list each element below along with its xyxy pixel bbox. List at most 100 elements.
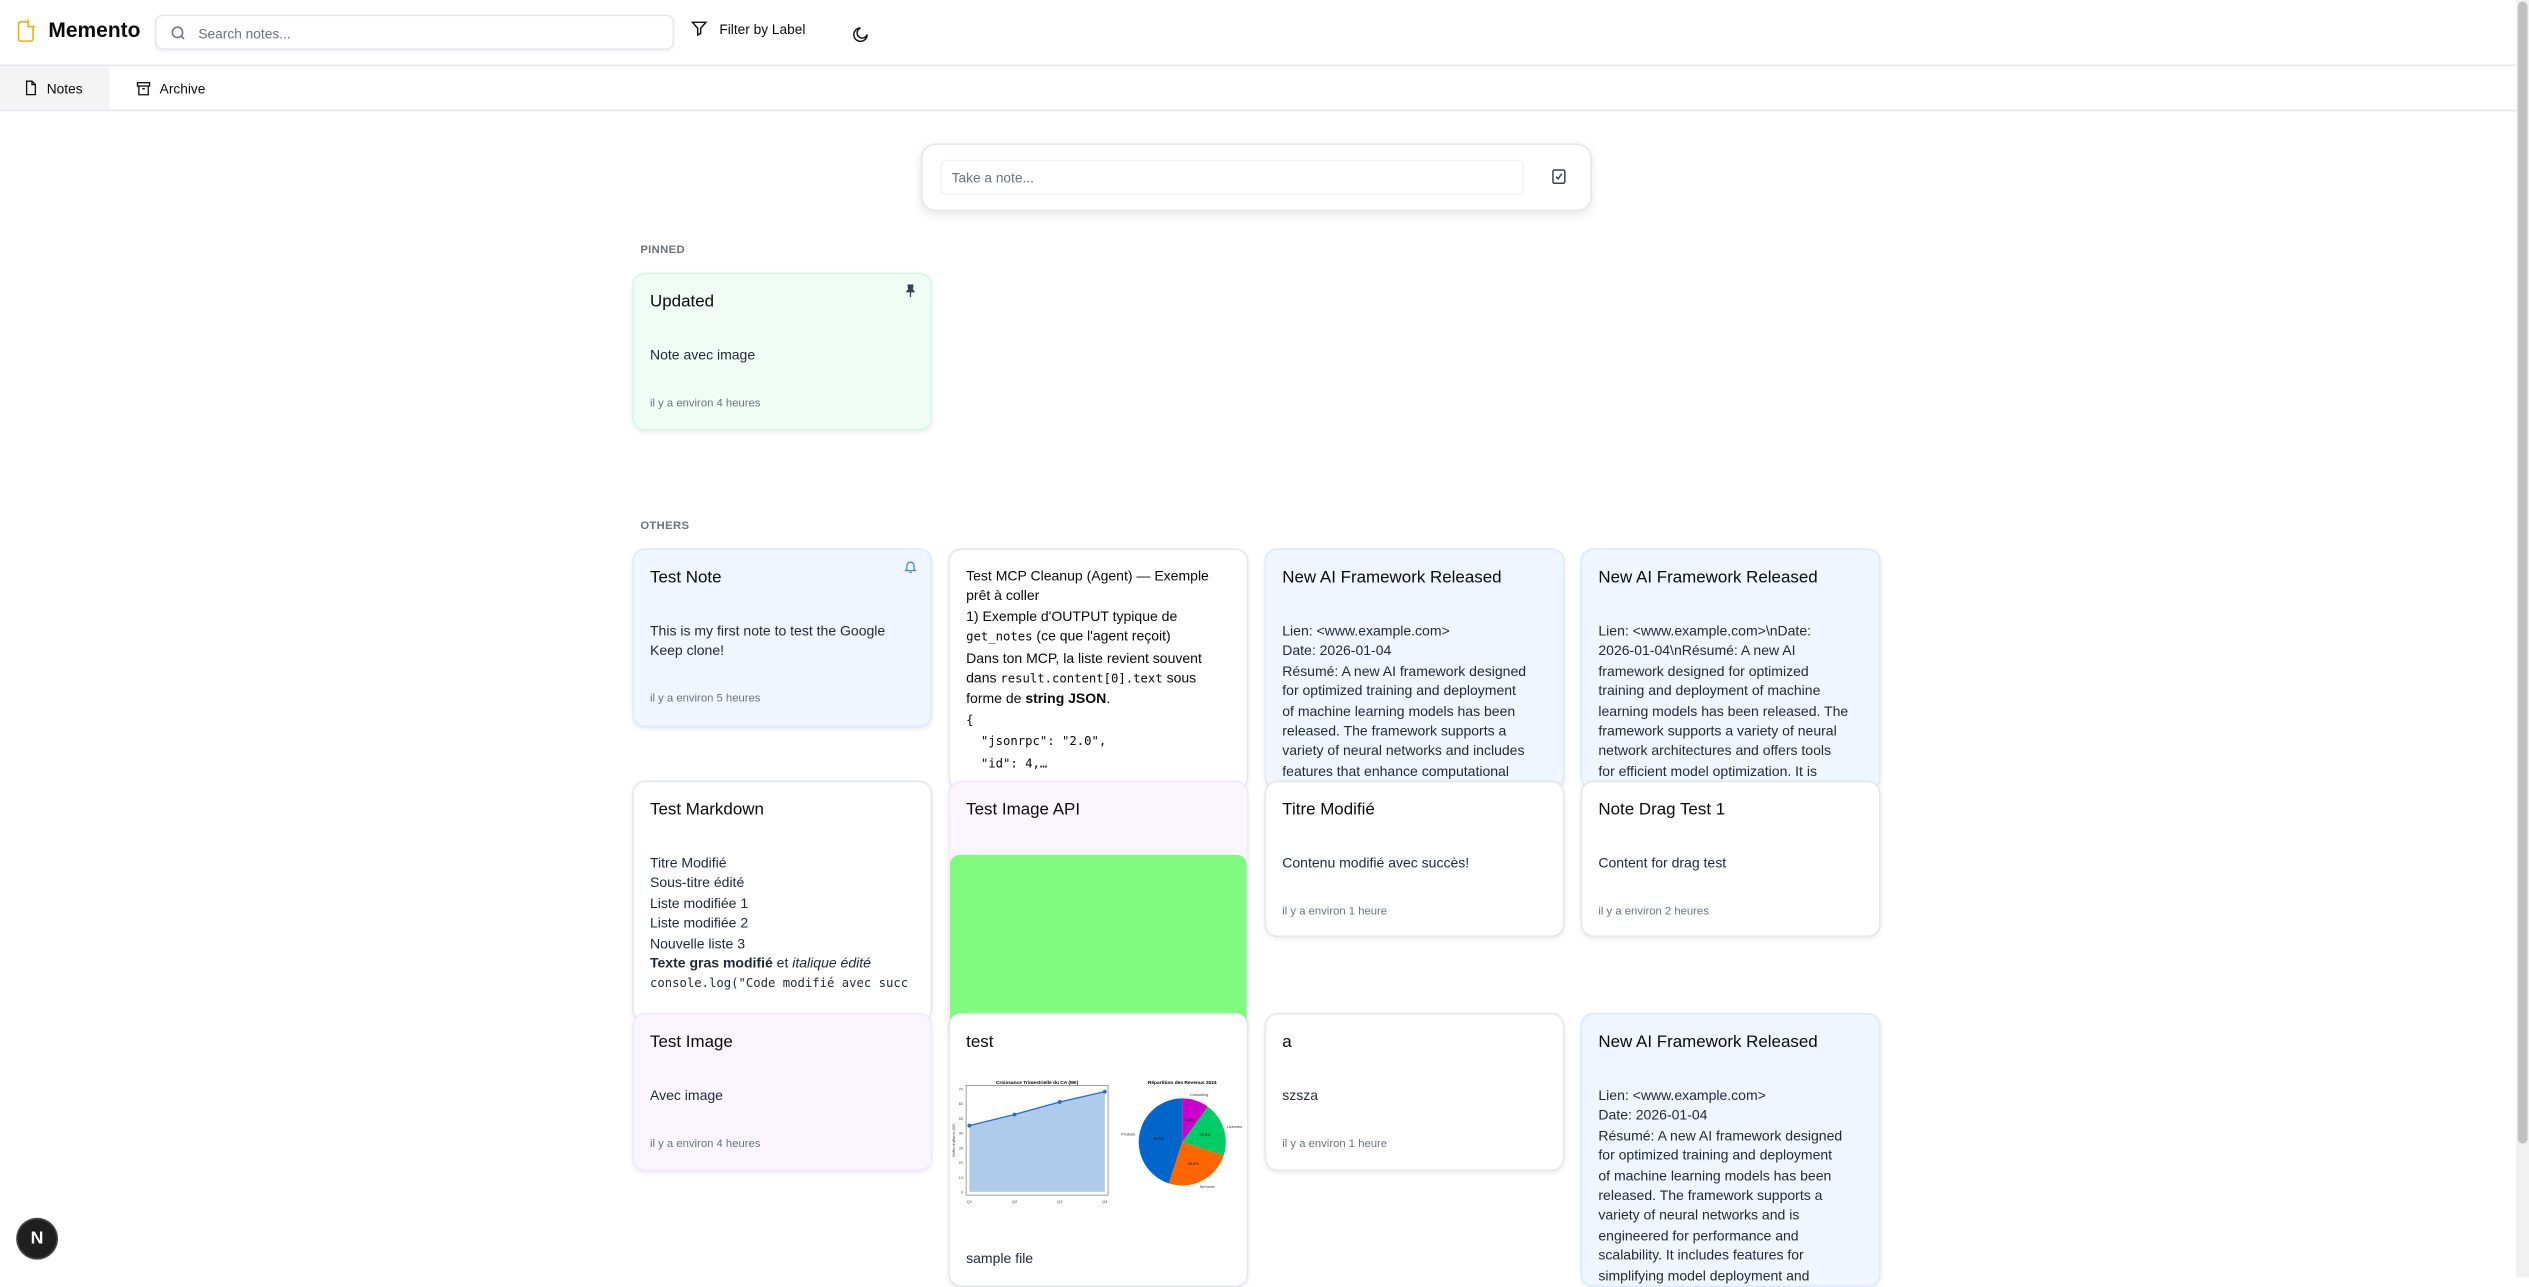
note-title: Updated — [649, 291, 715, 312]
content-text: Lien: <www.example.com> — [1282, 622, 1450, 639]
content-text: of machine learning models has been — [1282, 702, 1516, 719]
line-chart-title: Croissance Trimestrielle du CA (M€) — [996, 1080, 1079, 1086]
content-text: of machine learning models has been — [1598, 1167, 1832, 1184]
content-line: This is my first note to test the Google… — [650, 621, 918, 661]
tab-label: Notes — [46, 79, 83, 96]
content-line: Note avec image — [650, 345, 918, 365]
file-icon — [25, 80, 37, 96]
note-card[interactable]: Test Markdown Titre Modifié Sous-titre édi… — [632, 780, 933, 1023]
content-text: for efficient model optimization. It is — [1598, 762, 1817, 779]
content-line: 2026-01-04\nRésumé: A new AI — [1598, 641, 1866, 661]
content-text: Dans ton MCP, la liste revient souvent — [966, 649, 1202, 666]
content-line: console.log("Code modifié avec succ — [650, 973, 918, 995]
note-card[interactable]: Note Drag Test 1 Content for drag test il … — [1580, 780, 1881, 938]
content-text: Liste modifiée 1 — [649, 894, 749, 911]
search-input[interactable] — [195, 19, 662, 49]
note-content: Content for drag test — [1598, 853, 1866, 873]
content-text: for optimized training and deployment — [1598, 1147, 1833, 1164]
note-title: Test Image API — [966, 799, 1081, 820]
note-timestamp: il y a environ 1 heure — [1282, 1138, 1388, 1150]
take-note-input[interactable] — [940, 159, 1525, 196]
note-card[interactable]: Test Image Avec image il y a environ 4 heu… — [632, 1012, 933, 1171]
content-line: Avec image — [650, 1085, 918, 1105]
theme-toggle-button[interactable] — [852, 23, 870, 52]
note-card[interactable]: test Q1 Q2 Q3 Q4 0 10 20 30 40 50 60 70 Croissance Tr… — [948, 1012, 1249, 1287]
content-line: Test MCP Cleanup (Agent) — Exemple — [966, 566, 1234, 586]
content-line: 1) Exemple d'OUTPUT typique de — [966, 606, 1234, 626]
content-text: released. The framework supports a — [1282, 722, 1507, 739]
data-point — [1057, 1100, 1062, 1104]
pie-chart-title: Répartition des Revenus 2024 — [1148, 1080, 1217, 1086]
pie-slice — [1182, 1106, 1226, 1156]
content-text: 1) Exemple d'OUTPUT typique de — [966, 607, 1178, 624]
note-title: Titre Modifié — [1282, 799, 1375, 820]
content-text: . — [1106, 691, 1111, 708]
content-text: framework designed for optimized — [1598, 662, 1809, 679]
content-text: Contenu modifié avec succès! — [1282, 854, 1470, 871]
content-line: Date: 2026-01-04 — [1598, 1105, 1866, 1125]
note-title: New AI Framework Released — [1598, 567, 1818, 588]
content-text: Lien: <www.example.com>\nDate: — [1598, 622, 1812, 639]
note-image: Q1 Q2 Q3 Q4 0 10 20 30 40 50 60 70 Croissance Trimes… — [950, 1076, 1247, 1211]
note-content: szsza — [1282, 1085, 1550, 1105]
content-text: Liste modifiée 2 — [649, 914, 749, 931]
content-text: sample file — [966, 1249, 1034, 1267]
x-tick-label: Q3 — [1057, 1199, 1063, 1204]
note-timestamp: il y a environ 5 heures — [649, 693, 761, 705]
content-text: framework supports a variety of neural — [1598, 722, 1837, 739]
content-line: sample file — [966, 1248, 1234, 1268]
moon-icon — [853, 27, 868, 43]
content-text: Nouvelle liste 3 — [649, 934, 746, 952]
content-text: Date: 2026-01-04 — [1598, 1107, 1708, 1124]
tab-archive[interactable]: Archive — [113, 66, 228, 110]
note-title: a — [1282, 1032, 1292, 1052]
note-card[interactable]: Updated Note avec image il y a environ 4 h… — [632, 272, 933, 431]
content-line: dans result.content[0].text sous — [966, 668, 1234, 690]
note-card[interactable]: Test MCP Cleanup (Agent) — Exemple prêt à… — [948, 548, 1249, 791]
note-content: Contenu modifié avec succès! — [1282, 853, 1550, 873]
scrollbar-thumb[interactable] — [2517, 1, 2528, 1144]
area-fill — [969, 1091, 1105, 1192]
content-text: et — [772, 954, 793, 972]
content-text: Date: 2026-01-04 — [1282, 642, 1392, 659]
content-text: This is my first note to test the Google… — [649, 622, 886, 659]
content-text: Résumé: A new AI framework designed — [1598, 1127, 1843, 1144]
note-card[interactable]: Titre Modifié Contenu modifié avec succès… — [1264, 780, 1565, 938]
app-title[interactable]: Memento — [48, 17, 141, 42]
content-text: italique édité — [792, 954, 871, 972]
content-text: { — [966, 712, 974, 728]
y-tick-label: 20 — [959, 1161, 963, 1165]
tab-notes[interactable]: Notes — [0, 66, 110, 110]
note-card[interactable]: New AI Framework Released Lien: <www.exam… — [1580, 548, 1881, 791]
content-text: Résumé: A new AI framework designed — [1282, 662, 1527, 679]
content-text: for optimized training and deployment — [1282, 682, 1516, 699]
pin-icon[interactable] — [903, 284, 918, 299]
bell-icon[interactable] — [903, 560, 918, 575]
note-card[interactable]: New AI Framework Released Lien: <www.exam… — [1580, 1012, 1881, 1287]
pie-pct-label: 10.0% — [1184, 1117, 1196, 1122]
checkbox-icon[interactable] — [1550, 168, 1568, 186]
content-text: szsza — [1282, 1087, 1319, 1104]
archive-icon — [136, 81, 151, 95]
dev-tools-badge[interactable]: N — [17, 1219, 57, 1259]
note-content: sample file — [966, 1248, 1234, 1268]
filter-by-label-button[interactable]: Filter by Label — [690, 19, 805, 37]
content-text: Lien: <www.example.com> — [1598, 1087, 1766, 1104]
note-title: Test Markdown — [649, 799, 764, 820]
note-timestamp: il y a environ 2 heures — [1598, 906, 1709, 918]
note-card[interactable]: New AI Framework Released Lien: <www.exam… — [1264, 548, 1565, 791]
content-text: scalability. It includes features for — [1598, 1247, 1804, 1264]
content-line: for efficient model optimization. It is — [1598, 761, 1866, 781]
search-box[interactable] — [154, 14, 675, 50]
note-card[interactable]: a szsza il y a environ 1 heure — [1264, 1012, 1565, 1171]
content-line: Titre Modifié — [650, 853, 918, 873]
note-content: Test MCP Cleanup (Agent) — Exemple prêt à… — [966, 566, 1234, 774]
filter-label: Filter by Label — [719, 20, 806, 37]
note-card[interactable]: Test Image API — [948, 780, 1249, 1039]
y-tick-label: 70 — [959, 1087, 963, 1091]
content-line: "id": 4,… — [966, 753, 1234, 775]
content-text: variety of neural networks and includes — [1282, 742, 1525, 759]
content-text: (ce que l'agent reçoit) — [1032, 627, 1171, 644]
note-card[interactable]: Test Note This is my first note to test t… — [632, 548, 933, 728]
filter-icon — [690, 21, 708, 37]
